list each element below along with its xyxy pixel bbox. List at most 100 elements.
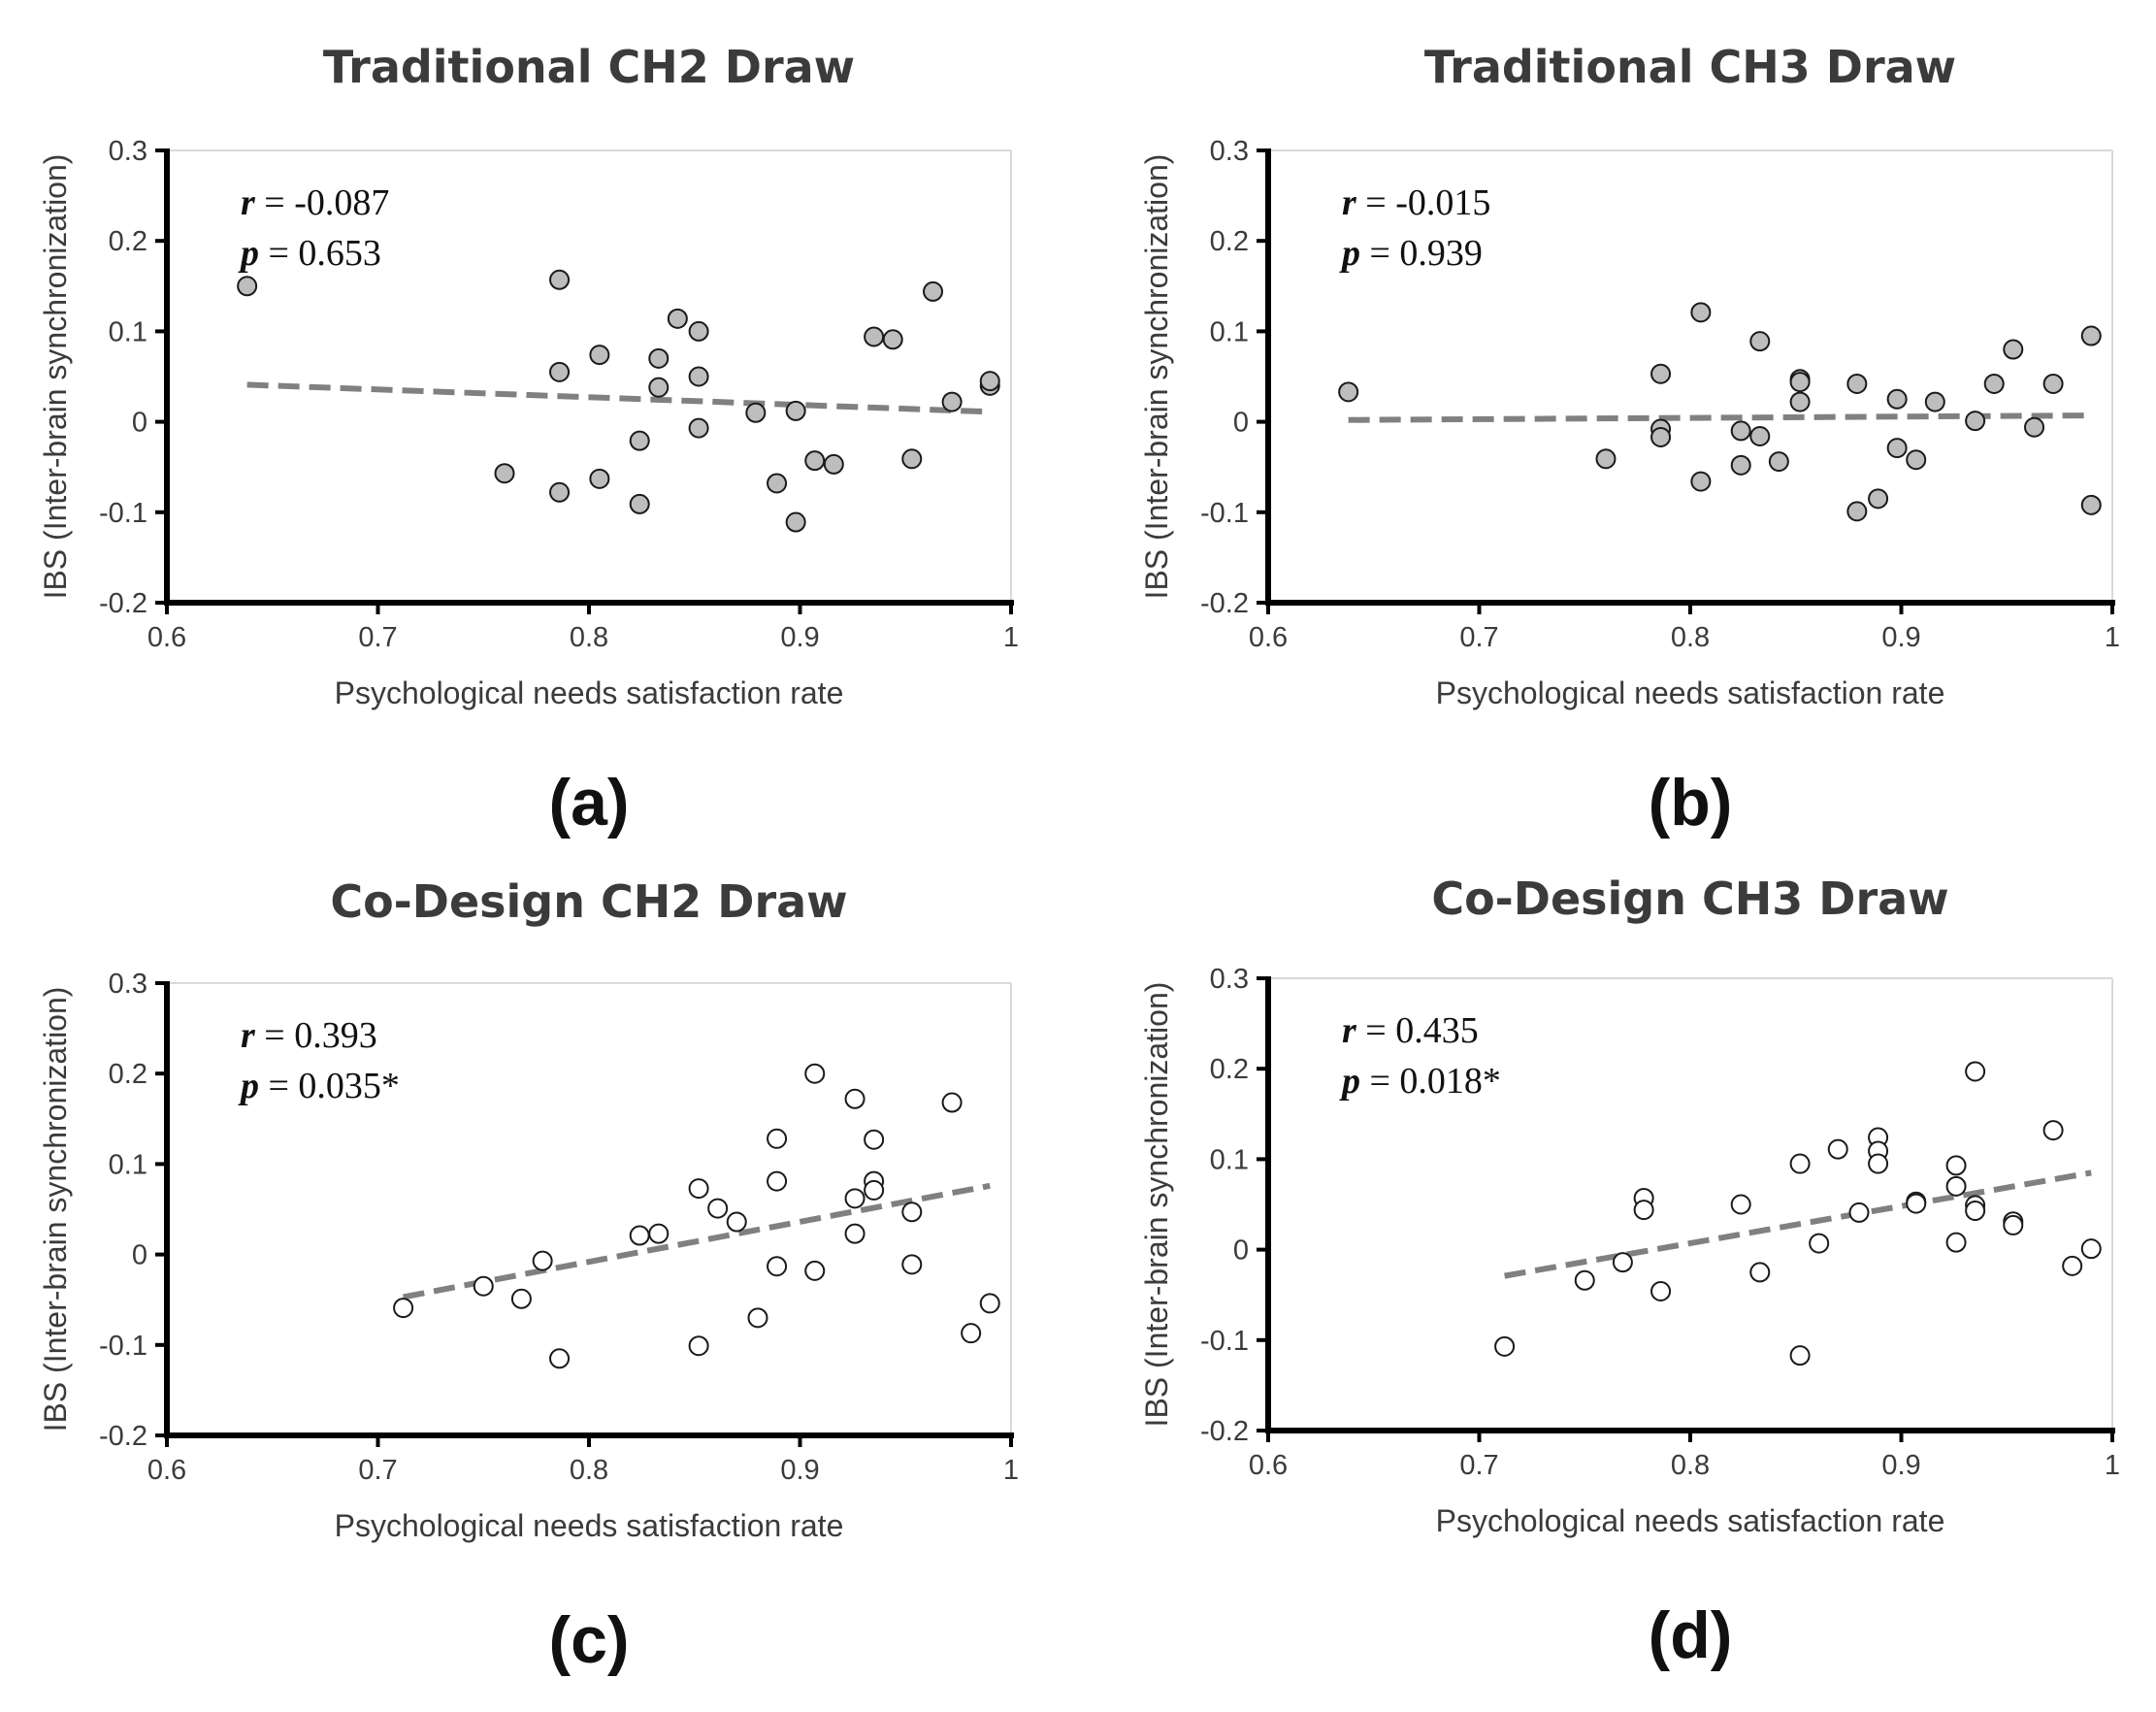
data-point: [1690, 302, 1712, 323]
y-tick-label: 0: [132, 1240, 147, 1271]
p-statistic: p = 0.939: [1339, 233, 1483, 274]
data-point: [688, 1178, 709, 1200]
data-point: [1965, 1201, 1986, 1222]
data-point: [1945, 1175, 1967, 1197]
x-tick-label: 0.6: [1249, 1450, 1288, 1481]
data-point: [864, 1129, 885, 1150]
data-point: [979, 371, 1000, 392]
data-point: [979, 1293, 1000, 1314]
y-tick-label: 0: [132, 408, 147, 439]
x-tick-label: 0.9: [1881, 622, 1920, 653]
x-axis-label: Psychological needs satisfaction rate: [335, 1508, 844, 1543]
x-axis-label: Psychological needs satisfaction rate: [1436, 675, 1945, 710]
data-point: [901, 448, 923, 470]
x-tick-label: 0.9: [780, 622, 819, 653]
x-tick-label: 0.8: [570, 1455, 608, 1486]
panel-b: Traditional CH3 Draw -0.2 -0.1 0 0.1 0.2 0.3 0.…: [1139, 41, 2120, 840]
data-point: [1886, 388, 1908, 410]
data-point: [510, 1288, 532, 1309]
y-tick-label: 0.1: [1210, 1144, 1249, 1175]
data-point: [648, 1223, 670, 1244]
data-point: [1749, 1262, 1771, 1283]
data-point: [532, 1250, 553, 1271]
r-statistic: r = 0.393: [241, 1015, 377, 1056]
data-point: [1809, 1233, 1830, 1254]
data-point: [1749, 426, 1771, 447]
data-point: [549, 1348, 571, 1369]
y-tick-label: -0.2: [1200, 1416, 1249, 1447]
data-point: [1789, 372, 1811, 393]
p-statistic: p = 0.653: [238, 233, 381, 274]
y-tick-label: -0.1: [1200, 1326, 1249, 1357]
data-point: [1983, 373, 2005, 394]
y-tick-label: 0.2: [1210, 226, 1249, 257]
data-point: [2024, 416, 2045, 438]
x-tick-label: 0.6: [147, 1455, 186, 1486]
data-point: [1846, 373, 1868, 394]
data-point: [1789, 391, 1811, 412]
data-point: [1730, 1194, 1751, 1215]
data-point: [688, 417, 709, 439]
r-statistic: r = -0.087: [241, 182, 389, 223]
data-point: [1965, 411, 1986, 432]
y-tick-label: -0.2: [99, 588, 147, 619]
data-point: [1906, 449, 1927, 471]
y-tick-label: 0.3: [109, 136, 147, 167]
data-point: [767, 1170, 788, 1192]
data-point: [864, 1179, 885, 1201]
data-point: [1945, 1155, 1967, 1176]
x-axis-label: Psychological needs satisfaction rate: [335, 675, 844, 710]
data-point: [864, 326, 885, 347]
data-point: [1945, 1232, 1967, 1253]
data-point: [882, 329, 903, 350]
chart-title: Co-Design CH3 Draw: [1431, 872, 1948, 925]
data-point: [961, 1323, 982, 1344]
panel-d: Co-Design CH3 Draw -0.2 -0.1 0 0.1 0.2 0.3 0.6 0…: [1139, 872, 2120, 1672]
data-point: [2042, 1120, 2064, 1141]
panel-label: (d): [1649, 1598, 1733, 1672]
data-point: [688, 320, 709, 342]
data-point: [1338, 381, 1359, 403]
data-point: [688, 366, 709, 387]
data-point: [804, 1063, 826, 1084]
data-point: [844, 1188, 866, 1209]
data-point: [1789, 1345, 1811, 1366]
r-statistic: r = 0.435: [1342, 1010, 1479, 1051]
chart-title: Co-Design CH2 Draw: [330, 875, 847, 928]
data-point: [688, 1335, 709, 1357]
data-point: [648, 377, 670, 398]
data-point: [1768, 451, 1789, 473]
y-tick-label: -0.1: [1200, 498, 1249, 529]
data-point: [1886, 438, 1908, 459]
data-point: [804, 1260, 826, 1281]
data-point: [589, 345, 610, 366]
data-point: [844, 1088, 866, 1109]
p-statistic: p = 0.018*: [1339, 1061, 1501, 1102]
x-tick-label: 0.6: [147, 622, 186, 653]
data-point: [667, 308, 688, 329]
x-tick-label: 0.8: [570, 622, 608, 653]
data-point: [1827, 1138, 1848, 1160]
data-point: [589, 468, 610, 489]
data-point: [1633, 1200, 1654, 1221]
data-point: [2003, 339, 2024, 360]
y-tick-label: 0.1: [109, 316, 147, 347]
data-point: [237, 276, 258, 297]
data-point: [1846, 501, 1868, 522]
y-axis-label: IBS (Inter-brain synchronization): [1139, 154, 1174, 600]
data-point: [1868, 1153, 1889, 1174]
x-tick-label: 0.7: [1459, 1450, 1498, 1481]
data-point: [1924, 391, 1945, 412]
data-point: [1965, 1061, 1986, 1082]
data-point: [549, 361, 571, 382]
data-point: [1595, 448, 1617, 470]
data-point: [2080, 1238, 2102, 1260]
data-point: [1574, 1269, 1595, 1291]
data-point: [726, 1211, 747, 1233]
y-tick-label: 0.3: [1210, 136, 1249, 167]
data-point: [1650, 1280, 1672, 1301]
data-point: [901, 1254, 923, 1275]
data-point: [629, 493, 650, 514]
y-tick-label: 0.2: [109, 226, 147, 257]
